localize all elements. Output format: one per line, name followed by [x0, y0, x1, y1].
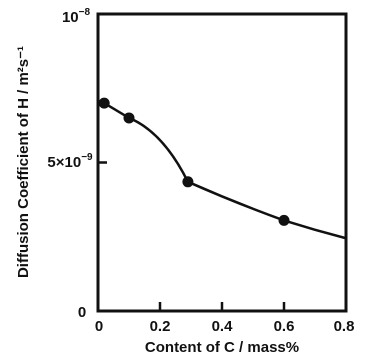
- y-tick-label-0: 0: [78, 304, 86, 321]
- x-tick-label-0: 0: [95, 318, 103, 335]
- y-tick-label-1e-8: 10−8: [62, 7, 91, 26]
- x-tick-label-0.8: 0.8: [334, 318, 355, 335]
- data-markers: [98, 97, 290, 226]
- x-tick-label-0.4: 0.4: [212, 318, 234, 335]
- y-axis-title: Diffusion Coefficient of H / m²s⁻¹: [15, 46, 32, 278]
- data-point-3: [278, 214, 290, 226]
- x-tick-label-0.6: 0.6: [274, 318, 295, 335]
- x-axis-ticks: [96, 302, 348, 311]
- y-axis-ticks: [98, 12, 107, 313]
- data-point-0: [98, 97, 110, 109]
- x-axis-title: Content of C / mass%: [145, 339, 299, 356]
- series-line: [103, 102, 347, 240]
- data-point-1: [123, 112, 135, 124]
- data-point-2: [182, 176, 194, 188]
- plot-frame: [96, 12, 348, 313]
- x-tick-label-0.2: 0.2: [150, 318, 171, 335]
- y-tick-label-5e-9: 5×10−9: [47, 152, 93, 171]
